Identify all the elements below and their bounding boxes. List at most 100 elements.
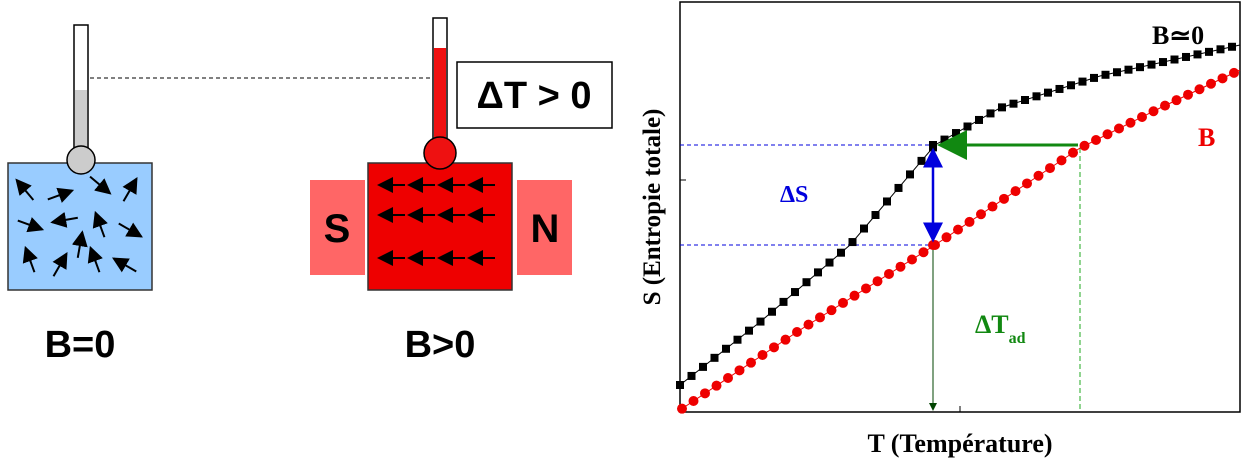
curve-zero-marker	[1193, 50, 1202, 59]
curve-field-marker	[895, 261, 906, 272]
curve-field-marker	[849, 290, 860, 301]
curve-zero-marker	[871, 211, 880, 219]
curve-field-marker	[700, 388, 710, 399]
curve-zero-marker	[883, 197, 891, 206]
curve-zero-marker	[1044, 88, 1052, 97]
spin-arrow	[15, 178, 35, 201]
delta-t-text: ΔT > 0	[477, 75, 592, 117]
curve-field-marker	[1217, 73, 1228, 84]
curve-zero-marker	[860, 224, 868, 233]
curve-field-marker	[1033, 170, 1044, 181]
curve-zero-marker	[1228, 42, 1236, 51]
curve-zero-marker	[1009, 99, 1018, 108]
curve-zero-marker	[1170, 55, 1179, 64]
curve-field-marker	[884, 268, 894, 279]
curve-field-marker	[1194, 84, 1205, 95]
curve-zero-marker	[1067, 81, 1075, 90]
spin-arrow	[71, 230, 88, 258]
curve-zero-marker	[963, 122, 972, 131]
spin-arrow	[92, 210, 108, 238]
curve-field-marker	[918, 247, 929, 258]
delta-tad-label: ΔTad	[975, 310, 1026, 347]
graph	[676, 1, 1241, 414]
spin-arrow	[89, 175, 112, 195]
delta-tad-sub: ad	[1009, 330, 1026, 347]
curve-field-marker	[1171, 95, 1182, 106]
spin-arrow	[87, 245, 103, 273]
curve-zero-marker	[768, 307, 776, 316]
curve-field-marker	[1045, 163, 1055, 174]
curve-zero-marker	[1124, 65, 1133, 74]
curve-zero-marker	[1032, 92, 1041, 101]
curve-zero-marker	[929, 141, 937, 149]
curve-field-marker	[941, 232, 952, 243]
curve-field-marker	[1125, 117, 1136, 128]
curve-zero-marker	[722, 344, 730, 353]
curve-field-marker	[838, 297, 848, 308]
curve-field-marker	[815, 312, 825, 323]
delta-s-label: ΔS	[780, 182, 808, 208]
curve-zero-marker	[687, 371, 696, 380]
curve-zero-marker	[733, 335, 742, 344]
curve-field-marker	[1114, 123, 1124, 134]
curve-zero-marker	[1182, 52, 1190, 61]
delta-tad-main: ΔT	[975, 310, 1009, 339]
curve-zero-marker	[1078, 77, 1087, 86]
curve-zero-marker	[1055, 84, 1064, 93]
curve-zero-marker	[756, 317, 765, 326]
curve-zero-marker	[814, 268, 822, 277]
curve-zero-marker	[848, 238, 857, 247]
curve-field-marker	[803, 319, 814, 330]
curve-zero-marker	[1090, 73, 1098, 82]
curve-field-marker	[872, 276, 883, 287]
spin-arrow	[50, 211, 78, 228]
label-no-field: B=0	[45, 324, 116, 366]
curve-zero-marker	[676, 381, 684, 389]
curve-zero-marker	[1216, 45, 1225, 54]
curve-zero-marker	[779, 297, 788, 306]
curve-field-marker	[928, 240, 938, 250]
curve-zero-marker	[940, 135, 949, 144]
curve-field-marker	[723, 373, 733, 383]
x-axis-label: T (Température)	[867, 429, 1052, 458]
curve-zero-marker	[1159, 58, 1167, 67]
curve-zero-marker	[1205, 47, 1213, 56]
curve-zero-label: B≃0	[1152, 21, 1204, 50]
curve-zero-marker	[917, 156, 926, 165]
curve-field-marker	[1148, 106, 1159, 117]
curve-zero-marker	[745, 326, 753, 335]
curve-field-marker	[1091, 135, 1101, 145]
curve-zero-marker	[802, 278, 811, 287]
curve-field-marker	[734, 365, 745, 376]
spin-arrow	[122, 177, 138, 202]
curve-field-marker	[1137, 112, 1147, 122]
curve-field-marker	[1160, 100, 1170, 111]
curve-field-marker	[757, 350, 768, 360]
curve-zero-marker	[1147, 60, 1156, 69]
curve-field-marker	[1056, 155, 1067, 166]
curve-field-marker	[826, 305, 837, 316]
curve-zero-marker	[998, 103, 1006, 112]
curve-zero-marker	[1136, 63, 1144, 72]
magnet-north: N	[531, 207, 560, 251]
spin-arrow	[112, 257, 137, 273]
curve-field-marker	[688, 396, 699, 406]
label-field: B>0	[405, 324, 476, 366]
curve-zero-marker	[1113, 68, 1121, 77]
curve-field-marker	[1022, 178, 1032, 189]
delta-t-box	[456, 61, 613, 129]
curve-field-marker	[711, 380, 722, 391]
curve-field-label: B	[1198, 123, 1215, 152]
curve-field-marker	[953, 224, 963, 235]
curve-field-marker	[987, 201, 998, 212]
curve-field-marker	[1206, 78, 1216, 89]
curve-field-marker	[1079, 140, 1090, 151]
spin-arrow	[17, 217, 45, 233]
curve-field-marker	[792, 327, 802, 337]
curve-field-marker	[861, 283, 871, 294]
curve-zero-marker	[1101, 70, 1110, 79]
spin-arrow	[47, 187, 75, 203]
curve-zero-marker	[699, 362, 707, 371]
curve-field-marker	[1183, 89, 1193, 100]
curve-zero-marker	[986, 109, 995, 118]
